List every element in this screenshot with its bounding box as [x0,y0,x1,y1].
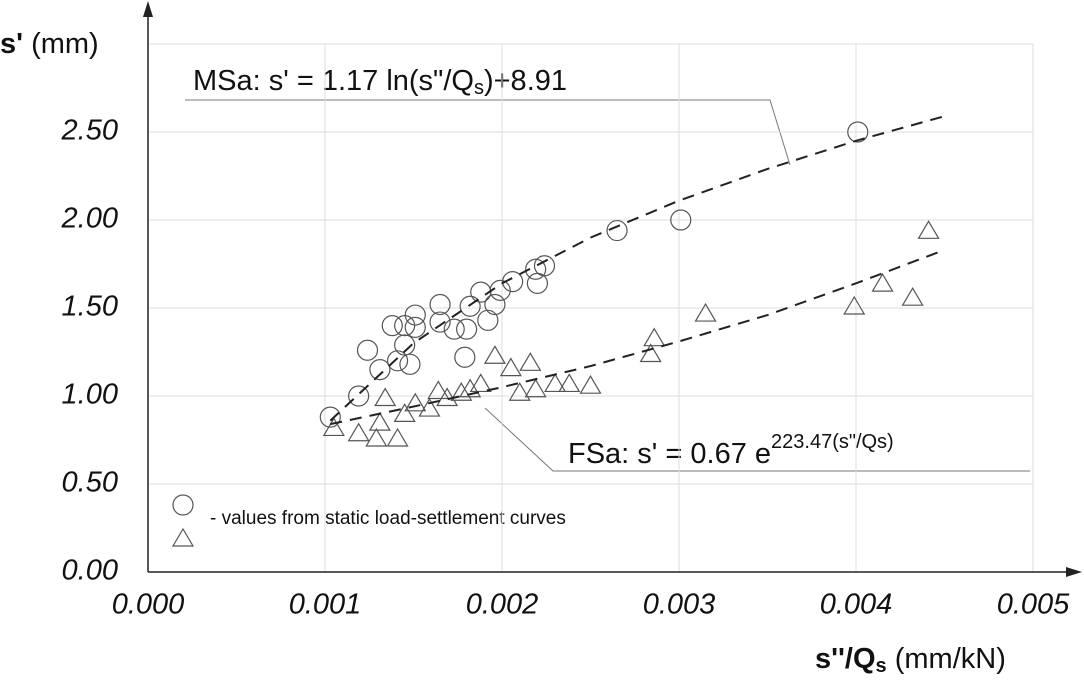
triangle-point [544,373,567,393]
circle-point [404,304,426,326]
x-label-bold: s''/Q [815,643,876,675]
triangle-point [469,373,492,393]
circle-point [456,318,478,340]
circle-point [356,339,379,361]
triangle-point [843,295,866,315]
triangle-point [524,378,547,398]
circle-point [454,346,476,368]
trend-line [329,115,945,422]
x-tick-label: 0.004 [820,589,893,621]
y-tick-label: 2.50 [61,115,118,147]
circle-point [381,315,403,337]
legend-triangle [171,527,195,547]
triangle-point [483,345,506,364]
circle-point [443,318,465,340]
x-tick-label: 0.003 [643,589,716,621]
x-axis-label: s''/Qs (mm/kN) [815,643,1006,678]
circle-point [319,406,341,428]
triangle-point [436,387,459,407]
y-axis-arrow [143,1,153,17]
y-tick-label: 1.50 [62,291,118,323]
fsa-main: FSa: s' = 0.67 e [568,438,771,470]
circle-point [348,385,370,407]
triangle-point [694,302,717,322]
circle-point [404,316,426,338]
circle-point [369,359,391,381]
triangle-point [365,427,388,447]
y-label-unit: (mm) [23,28,99,60]
msa-annotation: MSa: s' = 1.17 ln(s"/Qs)+8.91 [193,65,567,100]
fsa-leader [484,407,1030,472]
circle-point [386,350,409,372]
triangle-point [374,387,397,407]
triangle-point [393,403,416,422]
circle-point [533,255,556,277]
x-tick-label: 0.000 [112,589,185,621]
triangle-point [558,373,581,393]
circle-point [484,293,506,316]
x-axis-arrow [1066,567,1082,577]
y-label-bold: s' [0,28,23,60]
circle-point [429,311,451,333]
triangle-point [427,380,450,400]
msa-sub: s [474,77,484,99]
y-tick-label: 1.00 [62,379,118,411]
y-tick-label: 0.00 [62,555,118,587]
y-tick-label: 0.50 [62,467,118,499]
triangle-point [386,427,409,447]
triangle-point [579,375,602,394]
triangle-point [499,357,522,377]
circle-point [429,293,451,316]
triangle-point [901,287,924,306]
triangle-point [322,417,345,437]
triangle-point [508,382,531,401]
triangle-point [404,392,427,412]
triangle-point [347,422,370,442]
msa-end: )+8.91 [484,65,567,97]
circle-point [399,353,421,375]
circle-point [847,121,869,143]
circle-point [477,309,499,331]
triangle-point [639,343,662,363]
triangle-point [418,397,441,417]
circle-point [394,334,416,356]
legend-circle [172,494,194,516]
circle-point [526,272,549,294]
triangle-point [450,382,473,401]
triangle-point [368,411,391,431]
triangle-point [643,327,666,347]
x-tick-label: 0.005 [997,589,1070,621]
y-tick-label: 2.00 [61,203,118,235]
msa-main: MSa: s' = 1.17 ln(s"/Q [193,65,474,97]
trend-line [330,248,945,426]
triangle-point [917,220,940,239]
msa-leader [185,99,791,166]
legend-label: - values from static load-settlement cur… [210,508,566,529]
x-tick-label: 0.001 [289,589,362,621]
triangle-point [871,272,894,292]
circle-point [670,209,692,231]
circle-point [606,219,628,242]
fsa-annotation: FSa: s' = 0.67 e223.47(s"/Qs) [568,431,894,469]
y-axis-label: s' (mm) [0,28,99,60]
triangle-point [459,378,482,398]
x-label-sub: s [876,655,887,677]
triangle-point [519,352,542,371]
circle-point [459,295,481,317]
x-label-unit: (mm/kN) [887,643,1006,675]
circle-point [525,258,547,280]
circle-point [502,271,524,293]
fsa-sup: 223.47(s"/Qs) [771,431,894,453]
x-tick-label: 0.002 [466,589,539,621]
